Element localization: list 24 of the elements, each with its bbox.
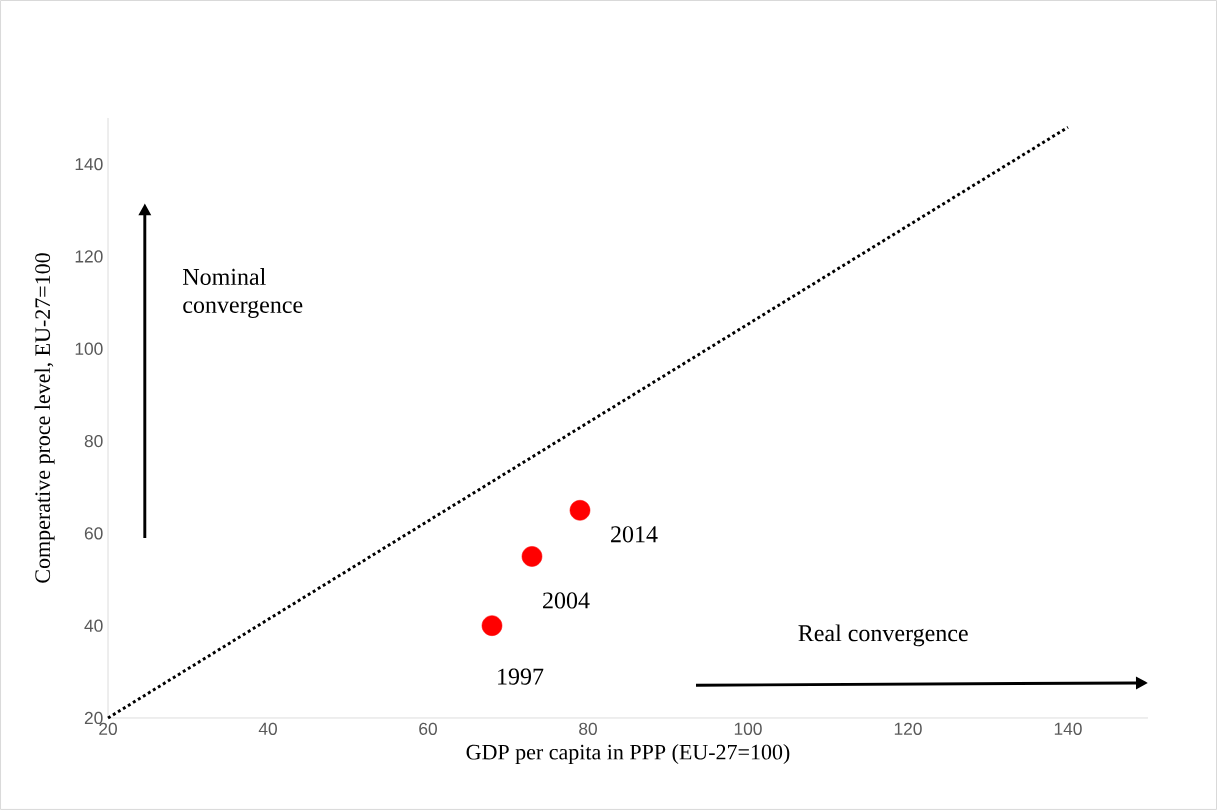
annotation: Nominal convergence (183, 268, 303, 318)
point (569, 500, 591, 521)
y-tick-label: 120 (75, 250, 103, 263)
y-tick-label: 20 (84, 711, 103, 725)
x-tick-label: 140 (1054, 722, 1082, 735)
y-tick-label: 140 (75, 158, 103, 171)
y-tick-label: 60 (84, 527, 103, 540)
x-tick-label: 80 (579, 722, 597, 735)
x-tick-label: 40 (258, 722, 277, 735)
y-tick-label: 100 (75, 342, 103, 355)
y-tick-label: 40 (84, 619, 103, 632)
annotation: 2014 (611, 526, 658, 543)
annotation: 1997 (498, 668, 544, 685)
x-axis-title: GDP per capita in PPP (EU-27=100) (466, 744, 790, 765)
x-tick-label: 120 (894, 722, 922, 735)
annotation: Real convergence (798, 624, 968, 647)
y-tick-label: 80 (84, 434, 103, 448)
y-axis-title: Comperative proce level, EU-27=100 (34, 253, 55, 583)
x-tick-label: 100 (734, 722, 762, 735)
x-tick-label: 60 (419, 722, 437, 735)
annotation: 2004 (543, 592, 590, 609)
x-tick-label: 20 (99, 722, 117, 735)
point (521, 546, 543, 567)
point (481, 615, 503, 636)
